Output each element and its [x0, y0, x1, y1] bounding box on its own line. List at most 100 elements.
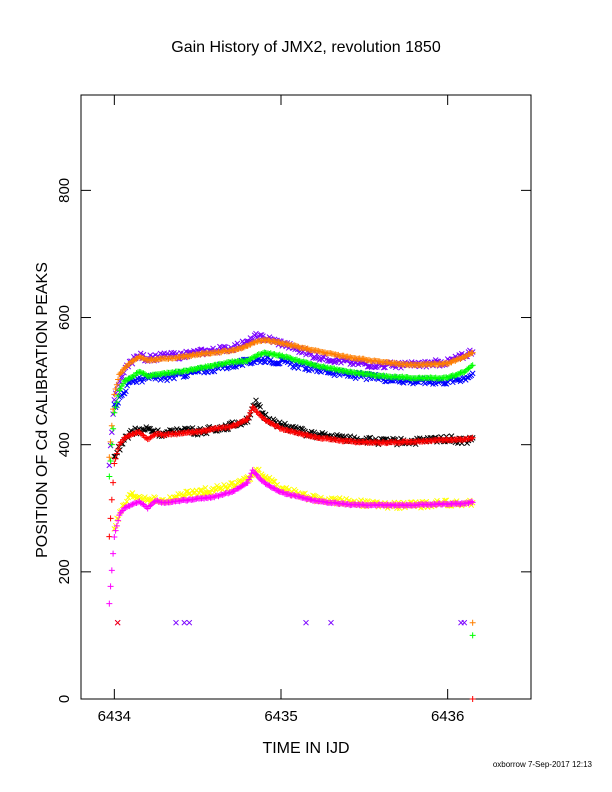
series-markers	[469, 619, 476, 626]
data-point	[239, 418, 246, 425]
data-point	[120, 390, 127, 396]
data-point	[262, 480, 269, 487]
data-point	[366, 370, 372, 377]
data-point	[106, 600, 113, 607]
data-point	[296, 493, 303, 500]
data-point	[118, 508, 125, 515]
data-point	[136, 498, 143, 505]
data-point	[332, 358, 339, 365]
data-point	[108, 496, 115, 503]
data-point	[233, 421, 240, 428]
data-point	[125, 375, 132, 382]
data-point	[308, 496, 315, 503]
data-point	[464, 374, 470, 381]
data-point	[211, 368, 218, 375]
data-point	[148, 372, 155, 379]
data-point	[242, 481, 249, 488]
data-point	[208, 350, 215, 357]
data-point	[296, 357, 303, 364]
data-point	[152, 356, 159, 363]
data-point	[108, 567, 115, 574]
data-point	[431, 360, 438, 367]
data-point	[123, 388, 129, 395]
data-point	[316, 434, 323, 441]
data-point	[110, 479, 117, 486]
data-point	[469, 434, 476, 441]
footer-text: oxborrow 7-Sep-2017 12:13	[493, 760, 593, 769]
data-point	[204, 427, 211, 434]
data-point	[392, 438, 399, 445]
data-point	[256, 474, 262, 481]
data-point	[202, 485, 209, 491]
data-point	[384, 439, 391, 446]
data-point	[106, 473, 113, 480]
data-point	[466, 350, 473, 357]
data-point	[332, 351, 339, 358]
data-point	[290, 491, 296, 498]
data-point	[272, 486, 279, 493]
data-point	[451, 373, 458, 380]
x-axis-label: TIME IN IJD	[262, 740, 349, 757]
data-point	[228, 423, 234, 430]
data-point	[276, 351, 283, 358]
data-point	[128, 358, 134, 365]
data-point	[133, 429, 140, 436]
data-point	[254, 338, 261, 345]
data-point	[308, 367, 315, 373]
data-point	[461, 354, 468, 361]
data-point	[303, 346, 310, 353]
data-point	[238, 345, 245, 352]
series-markers	[106, 349, 476, 480]
data-point	[114, 619, 121, 626]
data-point	[330, 350, 336, 357]
data-point	[113, 522, 120, 529]
data-point	[162, 370, 169, 377]
series-markers	[111, 397, 476, 460]
data-point	[415, 437, 422, 444]
data-point	[304, 359, 311, 366]
data-point	[412, 502, 419, 509]
data-point	[391, 359, 398, 366]
data-point	[453, 371, 460, 378]
data-point	[185, 367, 192, 374]
data-point	[248, 355, 255, 362]
data-point	[292, 342, 299, 349]
data-point	[263, 481, 270, 488]
data-point	[132, 356, 139, 363]
data-point	[324, 435, 331, 442]
data-point	[255, 466, 262, 473]
data-point	[279, 352, 286, 359]
data-point	[129, 501, 136, 508]
data-point	[460, 437, 467, 444]
data-point	[111, 460, 118, 467]
data-point	[253, 330, 259, 337]
data-point	[468, 363, 475, 370]
data-point	[303, 619, 309, 626]
data-point	[315, 347, 322, 354]
data-point	[253, 397, 259, 404]
data-point	[203, 364, 210, 371]
data-point	[380, 439, 387, 446]
data-point	[244, 342, 251, 349]
data-point	[295, 365, 302, 371]
data-point	[468, 435, 475, 442]
data-point	[143, 434, 150, 441]
data-point	[157, 371, 164, 378]
data-point	[107, 438, 114, 445]
data-point	[193, 365, 200, 372]
data-point	[458, 355, 465, 362]
data-point	[270, 337, 277, 344]
data-point	[257, 403, 264, 410]
data-point	[331, 365, 338, 372]
data-point	[110, 425, 117, 432]
data-point	[128, 432, 134, 439]
data-point	[468, 498, 475, 505]
data-point	[267, 484, 274, 491]
data-point	[218, 349, 225, 356]
data-point	[107, 583, 114, 590]
data-point	[306, 495, 312, 502]
data-point	[244, 416, 251, 423]
x-tick-label: 6435	[264, 708, 297, 725]
data-point	[461, 369, 468, 376]
data-point	[225, 490, 232, 497]
